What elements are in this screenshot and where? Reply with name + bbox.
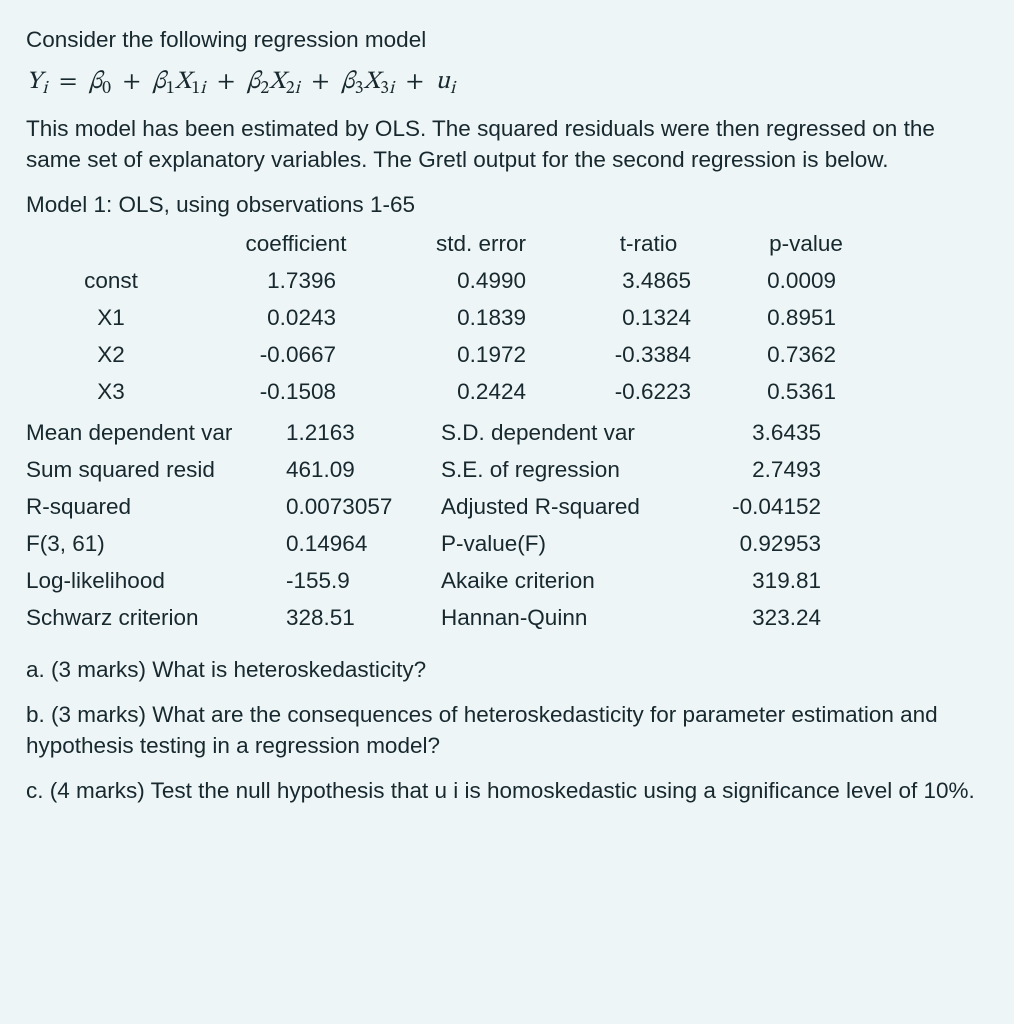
intro-text-1: Consider the following regression model: [26, 24, 988, 55]
stat-label: S.D. dependent var: [441, 414, 701, 451]
model-heading: Model 1: OLS, using observations 1-65: [26, 189, 988, 220]
stat-label: S.E. of regression: [441, 451, 701, 488]
stat-value: 461.09: [286, 451, 441, 488]
row-label: X3: [26, 373, 196, 410]
stat-value: 328.51: [286, 599, 441, 636]
cell: 0.5361: [731, 373, 881, 410]
row-label: X1: [26, 299, 196, 336]
cell: 0.2424: [396, 373, 566, 410]
question-b: b. (3 marks) What are the consequences o…: [26, 699, 988, 761]
cell: 0.1324: [566, 299, 731, 336]
row-label: const: [26, 262, 196, 299]
table-row: R-squared 0.0073057 Adjusted R-squared -…: [26, 488, 851, 525]
stat-label: Sum squared resid: [26, 451, 286, 488]
question-c: c. (4 marks) Test the null hypothesis th…: [26, 775, 988, 806]
stat-label: P-value(F): [441, 525, 701, 562]
table-row: X1 0.0243 0.1839 0.1324 0.8951: [26, 299, 881, 336]
intro-text-2: This model has been estimated by OLS. Th…: [26, 113, 988, 175]
cell: -0.0667: [196, 336, 396, 373]
stat-value: -155.9: [286, 562, 441, 599]
col-header: [26, 225, 196, 262]
stat-label: Hannan-Quinn: [441, 599, 701, 636]
table-row: const 1.7396 0.4990 3.4865 0.0009: [26, 262, 881, 299]
summary-stats-table: Mean dependent var 1.2163 S.D. dependent…: [26, 414, 851, 636]
question-a: a. (3 marks) What is heteroskedasticity?: [26, 654, 988, 685]
row-label: X2: [26, 336, 196, 373]
col-header: coefficient: [196, 225, 396, 262]
coefficient-table: coefficient std. error t-ratio p-value c…: [26, 225, 881, 410]
stat-value: 0.14964: [286, 525, 441, 562]
stat-value: 3.6435: [701, 414, 851, 451]
cell: 3.4865: [566, 262, 731, 299]
cell: 1.7396: [196, 262, 396, 299]
table-row: Mean dependent var 1.2163 S.D. dependent…: [26, 414, 851, 451]
table-row: Sum squared resid 461.09 S.E. of regress…: [26, 451, 851, 488]
cell: 0.8951: [731, 299, 881, 336]
stat-label: Schwarz criterion: [26, 599, 286, 636]
stat-value: 1.2163: [286, 414, 441, 451]
col-header: std. error: [396, 225, 566, 262]
stat-value: 2.7493: [701, 451, 851, 488]
stat-value: -0.04152: [701, 488, 851, 525]
table-row: F(3, 61) 0.14964 P-value(F) 0.92953: [26, 525, 851, 562]
stat-label: Mean dependent var: [26, 414, 286, 451]
stat-label: Log-likelihood: [26, 562, 286, 599]
table-row: X2 -0.0667 0.1972 -0.3384 0.7362: [26, 336, 881, 373]
regression-equation: Yi = β0 + β1X1i + β2X2i + β3X3i + ui: [26, 65, 988, 101]
table-header-row: coefficient std. error t-ratio p-value: [26, 225, 881, 262]
cell: 0.1839: [396, 299, 566, 336]
cell: 0.0243: [196, 299, 396, 336]
stat-label: R-squared: [26, 488, 286, 525]
table-row: X3 -0.1508 0.2424 -0.6223 0.5361: [26, 373, 881, 410]
col-header: p-value: [731, 225, 881, 262]
cell: -0.6223: [566, 373, 731, 410]
table-row: Log-likelihood -155.9 Akaike criterion 3…: [26, 562, 851, 599]
stat-label: Akaike criterion: [441, 562, 701, 599]
cell: -0.3384: [566, 336, 731, 373]
cell: 0.0009: [731, 262, 881, 299]
cell: -0.1508: [196, 373, 396, 410]
stat-value: 319.81: [701, 562, 851, 599]
cell: 0.4990: [396, 262, 566, 299]
stat-value: 0.0073057: [286, 488, 441, 525]
stat-value: 323.24: [701, 599, 851, 636]
stat-label: F(3, 61): [26, 525, 286, 562]
stat-label: Adjusted R-squared: [441, 488, 701, 525]
cell: 0.7362: [731, 336, 881, 373]
col-header: t-ratio: [566, 225, 731, 262]
stat-value: 0.92953: [701, 525, 851, 562]
table-row: Schwarz criterion 328.51 Hannan-Quinn 32…: [26, 599, 851, 636]
cell: 0.1972: [396, 336, 566, 373]
